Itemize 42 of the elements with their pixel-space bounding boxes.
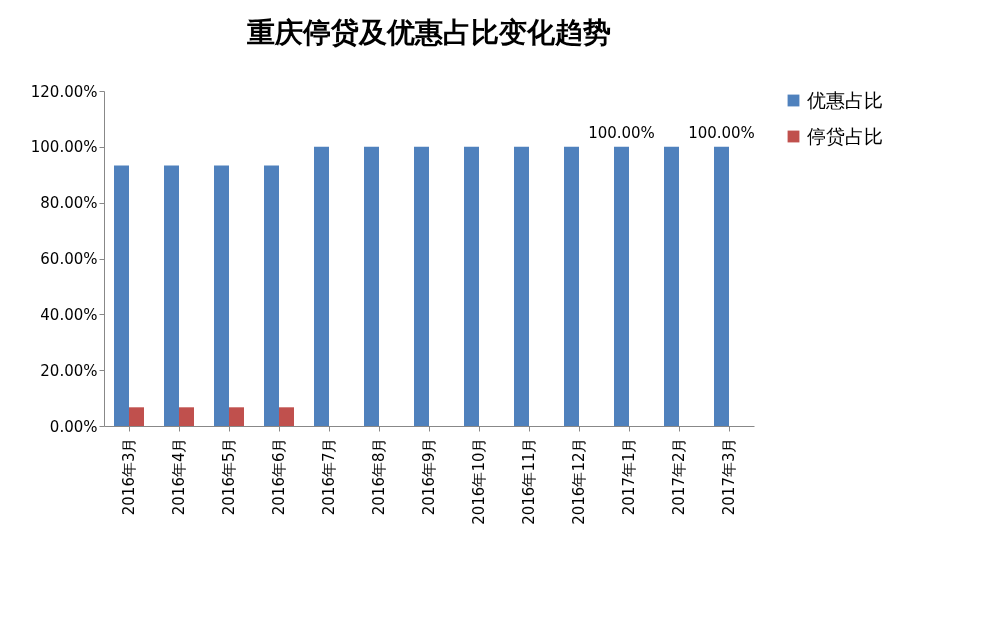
bar bbox=[514, 146, 529, 426]
x-tick-label: 2016年8月 bbox=[370, 437, 388, 516]
x-tick-label: 2016年3月 bbox=[120, 437, 138, 516]
bar bbox=[614, 146, 629, 426]
legend-label: 停贷占比 bbox=[807, 124, 883, 147]
bar bbox=[564, 146, 579, 426]
bar bbox=[229, 407, 244, 426]
x-tick-label: 2016年9月 bbox=[420, 437, 438, 516]
x-tick-label: 2017年2月 bbox=[670, 437, 688, 516]
y-tick-label: 80.00% bbox=[40, 194, 98, 213]
bar bbox=[414, 146, 429, 426]
data-label: 100.00% bbox=[588, 123, 655, 142]
bar bbox=[179, 407, 194, 426]
x-tick-label: 2016年11月 bbox=[520, 437, 538, 525]
x-tick-label: 2016年5月 bbox=[220, 437, 238, 516]
bar bbox=[364, 146, 379, 426]
bar bbox=[214, 165, 229, 426]
bar bbox=[714, 146, 729, 426]
x-tick-label: 2016年10月 bbox=[470, 437, 488, 525]
y-tick-label: 120.00% bbox=[30, 82, 98, 101]
y-tick-label: 20.00% bbox=[40, 361, 98, 380]
data-label: 100.00% bbox=[688, 123, 755, 142]
bar bbox=[314, 146, 329, 426]
y-tick-label: 40.00% bbox=[40, 305, 98, 324]
legend-label: 优惠占比 bbox=[807, 88, 883, 111]
bar bbox=[129, 407, 144, 426]
bar bbox=[114, 165, 129, 426]
y-tick-label: 60.00% bbox=[40, 250, 98, 268]
x-tick-label: 2017年3月 bbox=[720, 437, 738, 516]
x-tick-label: 2016年4月 bbox=[170, 437, 188, 516]
bar bbox=[264, 165, 279, 426]
y-tick-label: 100.00% bbox=[30, 138, 98, 157]
bar bbox=[464, 146, 479, 426]
bar bbox=[664, 146, 679, 426]
bar bbox=[279, 407, 294, 426]
x-tick-label: 2016年7月 bbox=[320, 437, 338, 516]
chart-title: 重庆停贷及优惠占比变化趋势 bbox=[246, 16, 611, 49]
bar bbox=[164, 165, 179, 426]
x-tick-label: 2017年1月 bbox=[620, 437, 638, 516]
y-tick-label: 0.00% bbox=[49, 417, 98, 436]
x-tick-label: 2016年12月 bbox=[570, 437, 588, 525]
x-tick-label: 2016年6月 bbox=[270, 437, 288, 516]
